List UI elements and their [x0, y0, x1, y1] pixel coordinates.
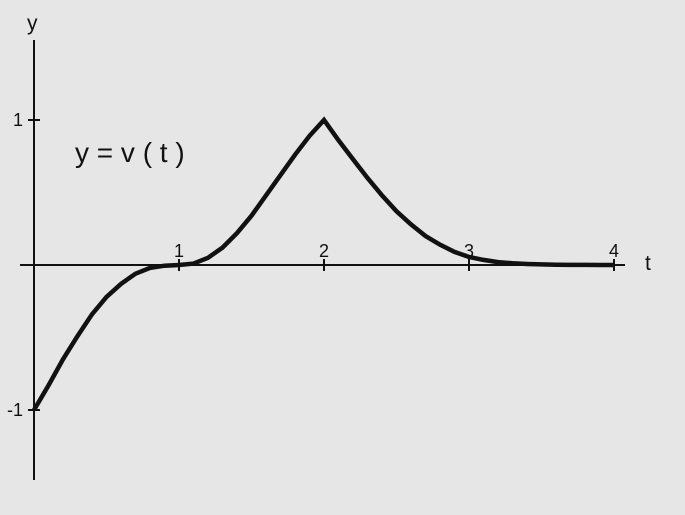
- y-tick-label-neg1: -1: [7, 400, 23, 420]
- x-tick-label-4: 4: [609, 241, 619, 261]
- x-tick-label-2: 2: [319, 241, 329, 261]
- y-tick-label-1: 1: [13, 110, 23, 130]
- y-axis-label: y: [27, 12, 38, 35]
- x-tick-label-1: 1: [174, 241, 184, 261]
- series-line: [32, 116, 614, 412]
- curve-label: y = v ( t ): [75, 137, 185, 168]
- ticks: 1 2 3 4 1 -1: [7, 110, 619, 420]
- x-axis-label: t: [645, 252, 651, 275]
- x-tick-label-3: 3: [464, 241, 474, 261]
